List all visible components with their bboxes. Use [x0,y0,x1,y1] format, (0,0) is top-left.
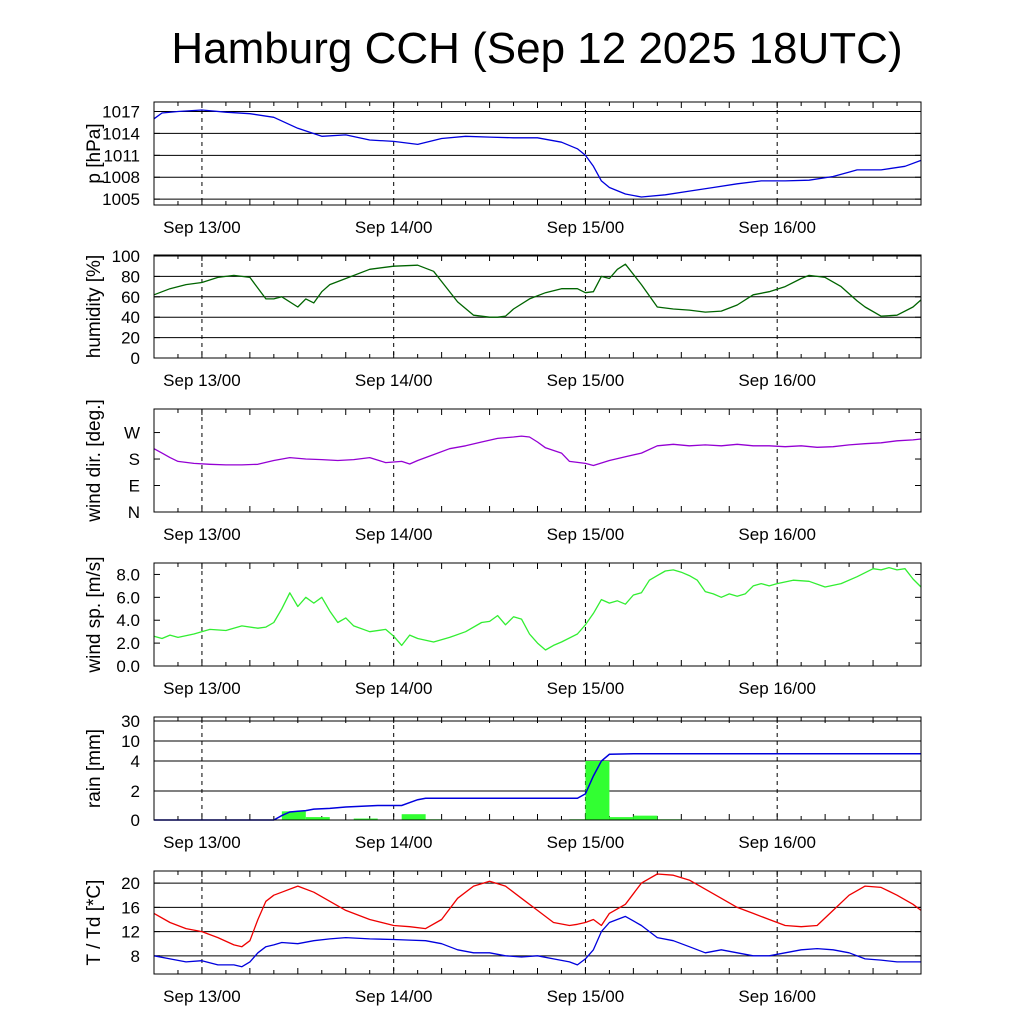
panel-frame [153,408,922,513]
x-tick-label: Sep 13/00 [163,371,241,390]
panel-0: 1005 1008 1011 1014 1017 Sep 13/00 Sep 14/00 Se… [84,101,922,237]
y-tick-label: 20 [121,874,140,893]
y-tick-label: 100 [112,247,140,266]
x-tick-label: Sep 13/00 [163,525,241,544]
panel-frame [153,101,922,206]
y-tick-label: S [129,450,140,469]
y-tick-label: 2 [131,782,140,801]
y-tick-label: 16 [121,898,140,917]
panel-5: 8 12 16 20 Sep 13/00 Sep 14/00 Sep 15/00 Sep 16… [84,870,922,1006]
y-axis-label: humidity [%] [84,255,105,358]
x-tick-label: Sep 15/00 [547,833,625,852]
y-tick-label: 6.0 [116,588,140,607]
x-tick-label: Sep 13/00 [163,833,241,852]
y-axis-label: p [hPa] [84,123,105,183]
y-axis-label: wind dir. [deg.] [84,399,105,523]
x-tick-label: Sep 13/00 [163,987,241,1006]
x-tick-label: Sep 16/00 [738,525,816,544]
y-tick-label: N [128,503,140,522]
x-tick-label: Sep 16/00 [738,833,816,852]
y-tick-label: E [129,477,140,496]
y-tick-label: 1008 [102,168,140,187]
panel-frame [153,562,922,667]
x-tick-label: Sep 16/00 [738,218,816,237]
y-tick-label: 10 [121,732,140,751]
y-tick-label: 30 [121,712,140,731]
rain-bar [609,817,634,820]
x-tick-label: Sep 16/00 [738,679,816,698]
rain-bar [401,814,426,820]
panel-frame [153,870,922,975]
x-tick-label: Sep 15/00 [547,525,625,544]
y-tick-label: 12 [121,923,140,942]
x-tick-label: Sep 16/00 [738,371,816,390]
y-axis-label: T / Td [*C] [84,880,105,966]
x-tick-label: Sep 15/00 [547,987,625,1006]
y-tick-label: 1011 [103,146,140,165]
panel-frame [153,254,922,359]
y-tick-label: 0 [131,811,140,830]
y-tick-label: 4.0 [116,611,140,630]
rain-bar [281,811,306,820]
y-tick-label: 0 [131,349,140,368]
y-tick-label: 40 [121,308,140,327]
rain-cumulative-line [154,752,921,821]
y-axis-label: rain [mm] [84,729,105,808]
y-tick-label: W [124,424,140,443]
series-line-wind_dir [153,435,922,467]
panel-frame [153,716,922,821]
x-tick-label: Sep 14/00 [355,987,433,1006]
series-line-temperature [153,873,922,948]
x-tick-label: Sep 14/00 [355,525,433,544]
y-tick-label: 1017 [102,102,140,121]
x-tick-label: Sep 13/00 [163,679,241,698]
x-tick-label: Sep 15/00 [547,218,625,237]
y-tick-label: 0.0 [116,657,140,676]
x-tick-label: Sep 15/00 [547,679,625,698]
y-tick-label: 80 [121,267,140,286]
chart-title: Hamburg CCH (Sep 12 2025 18UTC) [171,24,903,73]
rain-bar [353,818,378,820]
y-tick-label: 1005 [102,190,140,209]
panel-3: 0.0 2.0 4.0 6.0 8.0 Sep 13/00 Sep 14/00 Sep 15/… [84,556,922,698]
y-tick-label: 4 [131,752,140,771]
x-tick-label: Sep 14/00 [355,371,433,390]
x-tick-label: Sep 14/00 [355,679,433,698]
y-tick-label: 8.0 [116,565,140,584]
x-tick-label: Sep 13/00 [163,218,241,237]
y-tick-label: 20 [121,329,140,348]
rain-bar [305,817,330,820]
series-line-dewpoint [153,915,921,968]
y-tick-label: 2.0 [116,634,140,653]
rain-bar [585,761,610,820]
series-line-pressure [153,109,922,198]
x-tick-label: Sep 14/00 [355,833,433,852]
y-axis-label: wind sp. [m/s] [84,556,105,673]
y-tick-label: 8 [131,947,140,966]
rain-bar [633,815,658,820]
x-tick-label: Sep 14/00 [355,218,433,237]
x-tick-label: Sep 16/00 [738,987,816,1006]
series-line-wind_speed [153,566,922,651]
y-tick-label: 1014 [102,124,140,143]
series-line-humidity [153,263,922,318]
x-tick-label: Sep 15/00 [547,371,625,390]
y-tick-label: 60 [121,288,140,307]
